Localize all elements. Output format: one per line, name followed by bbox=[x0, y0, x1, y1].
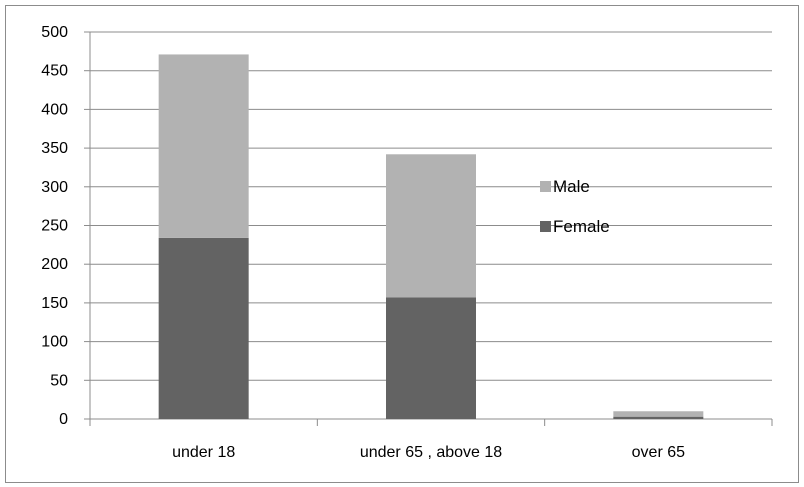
x-tick-label: over 65 bbox=[632, 444, 685, 461]
x-tick-labels: under 18 under 65 , above 18 over 65 bbox=[172, 444, 685, 461]
legend-swatch-female bbox=[540, 221, 551, 232]
bar-male-1 bbox=[386, 154, 476, 298]
bar-female-1 bbox=[386, 297, 476, 419]
bars bbox=[158, 54, 704, 419]
bar-male-0 bbox=[158, 54, 249, 238]
legend-swatch-male bbox=[540, 181, 551, 192]
y-tick-label: 450 bbox=[41, 63, 68, 80]
x-tick-label: under 65 , above 18 bbox=[360, 444, 502, 461]
legend: Male Female bbox=[540, 177, 610, 236]
x-tick-label: under 18 bbox=[172, 444, 235, 461]
y-tick-label: 200 bbox=[41, 256, 68, 273]
bar-male-2 bbox=[613, 411, 704, 417]
y-tick-label: 300 bbox=[41, 179, 68, 196]
y-tick-label: 100 bbox=[41, 334, 68, 351]
y-tick-label: 250 bbox=[41, 218, 68, 235]
y-tick-label: 150 bbox=[41, 295, 68, 312]
y-tick-label: 50 bbox=[50, 372, 68, 389]
y-tick-label: 400 bbox=[41, 101, 68, 118]
bar-female-2 bbox=[613, 416, 704, 419]
y-tick-label: 0 bbox=[59, 411, 68, 428]
legend-label-male: Male bbox=[553, 177, 590, 196]
y-tick-label: 350 bbox=[41, 140, 68, 157]
legend-label-female: Female bbox=[553, 217, 610, 236]
y-tick-label: 500 bbox=[41, 24, 68, 41]
bar-female-0 bbox=[158, 237, 249, 419]
y-tick-labels: 0 50 100 150 200 250 300 350 400 450 500 bbox=[41, 24, 68, 428]
